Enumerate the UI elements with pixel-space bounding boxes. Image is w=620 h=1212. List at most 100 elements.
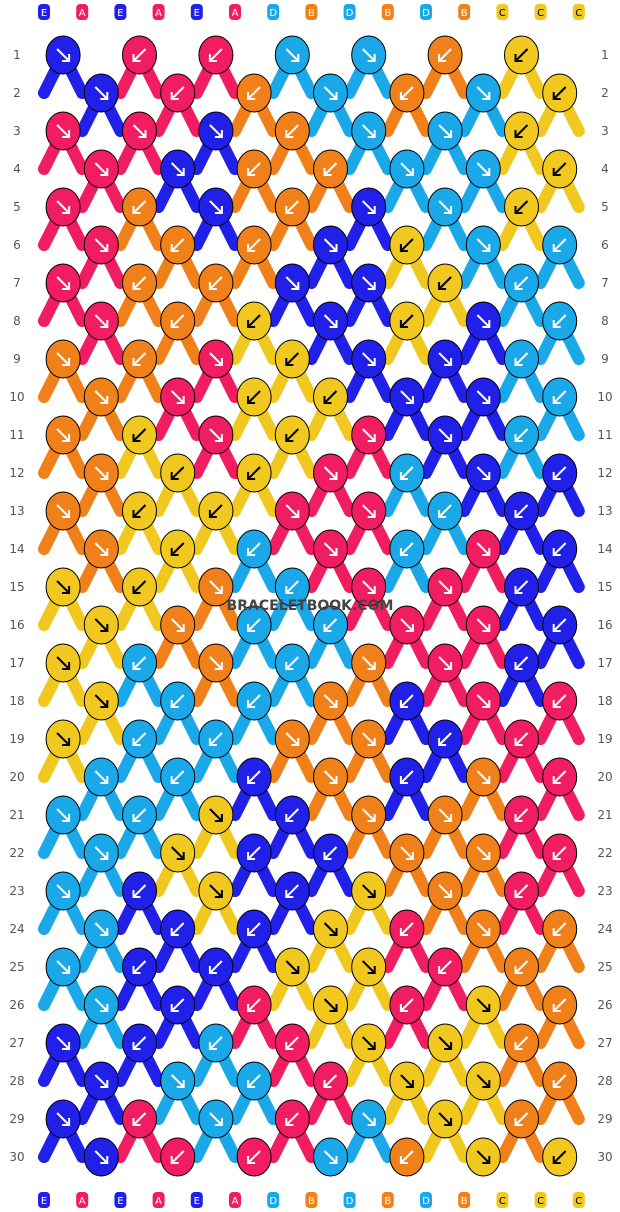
knot bbox=[83, 225, 119, 265]
bottom-strand-label-swatch bbox=[534, 1192, 547, 1208]
knot bbox=[122, 415, 157, 455]
top-strand-label: C bbox=[537, 8, 544, 19]
knot bbox=[542, 757, 578, 797]
knot bbox=[160, 985, 196, 1025]
knot bbox=[465, 909, 501, 949]
knot bbox=[198, 111, 234, 151]
row-label-right: 26 bbox=[597, 998, 612, 1012]
knot bbox=[198, 871, 234, 911]
knot bbox=[274, 263, 310, 303]
knot bbox=[83, 757, 119, 797]
knot bbox=[274, 643, 310, 683]
knot bbox=[427, 871, 463, 911]
knot bbox=[389, 225, 425, 265]
top-strand-label: A bbox=[79, 8, 86, 19]
knot bbox=[313, 73, 348, 113]
knot bbox=[351, 795, 387, 835]
row-label-right: 17 bbox=[597, 656, 612, 670]
bottom-strand-label-swatch bbox=[76, 1192, 89, 1208]
row-label-left: 26 bbox=[9, 998, 24, 1012]
top-strand-label: A bbox=[155, 8, 162, 19]
knot bbox=[83, 453, 119, 493]
knot bbox=[198, 339, 234, 379]
row-label-right: 16 bbox=[597, 618, 612, 632]
bottom-strand-label-swatch bbox=[114, 1192, 127, 1208]
knot bbox=[274, 719, 310, 759]
knot bbox=[504, 1099, 539, 1139]
row-label-right: 22 bbox=[597, 846, 612, 860]
knot bbox=[122, 187, 157, 227]
knot bbox=[389, 757, 425, 797]
knot-grid bbox=[45, 35, 578, 1177]
knot bbox=[83, 909, 119, 949]
knot bbox=[236, 1061, 272, 1101]
knot bbox=[274, 795, 310, 835]
knot bbox=[274, 947, 310, 987]
row-label-right: 8 bbox=[601, 314, 609, 328]
row-label-left: 27 bbox=[9, 1036, 24, 1050]
row-label-left: 9 bbox=[13, 352, 21, 366]
knot bbox=[122, 491, 157, 531]
knot bbox=[274, 187, 310, 227]
bottom-strand-label: D bbox=[346, 1196, 354, 1207]
row-label-right: 2 bbox=[601, 86, 609, 100]
knot bbox=[313, 225, 348, 265]
top-strand-label-swatch bbox=[267, 4, 280, 20]
row-label-left: 16 bbox=[9, 618, 24, 632]
top-strand-label-swatch bbox=[38, 4, 50, 20]
knot bbox=[427, 111, 463, 151]
knot bbox=[465, 985, 501, 1025]
bottom-strand-label: C bbox=[575, 1196, 582, 1207]
knot bbox=[236, 833, 272, 873]
knot bbox=[45, 187, 81, 227]
knot bbox=[542, 1061, 578, 1101]
knot bbox=[389, 377, 425, 417]
knot bbox=[389, 1061, 425, 1101]
knot bbox=[427, 567, 463, 607]
row-label-left: 1 bbox=[13, 48, 21, 62]
knot bbox=[313, 453, 348, 493]
knot bbox=[313, 301, 348, 341]
top-strand-label: B bbox=[384, 8, 391, 19]
top-strand-label: D bbox=[422, 8, 430, 19]
knot bbox=[274, 415, 310, 455]
top-strand-label-swatch bbox=[229, 4, 241, 20]
knot bbox=[198, 263, 234, 303]
row-label-left: 12 bbox=[9, 466, 24, 480]
knot bbox=[351, 643, 387, 683]
top-strand-label: B bbox=[308, 8, 315, 19]
knot bbox=[542, 833, 578, 873]
bottom-strand-label-swatch bbox=[229, 1192, 241, 1208]
row-label-right: 18 bbox=[597, 694, 612, 708]
knot bbox=[83, 1061, 119, 1101]
knot bbox=[389, 301, 425, 341]
knot bbox=[122, 111, 157, 151]
knot bbox=[160, 833, 196, 873]
knot bbox=[542, 605, 578, 645]
knot bbox=[83, 529, 119, 569]
knot bbox=[122, 871, 157, 911]
knot bbox=[465, 757, 501, 797]
row-label-left: 29 bbox=[9, 1112, 24, 1126]
bottom-strand-label: D bbox=[422, 1196, 430, 1207]
knot bbox=[122, 339, 157, 379]
row-label-left: 25 bbox=[9, 960, 24, 974]
knot bbox=[198, 567, 234, 607]
knot bbox=[274, 491, 310, 531]
knot bbox=[542, 377, 578, 417]
row-label-right: 29 bbox=[597, 1112, 612, 1126]
knot bbox=[236, 225, 272, 265]
knot bbox=[427, 35, 463, 75]
row-label-left: 4 bbox=[13, 162, 21, 176]
top-strand-label-swatch bbox=[76, 4, 89, 20]
row-label-left: 21 bbox=[9, 808, 24, 822]
row-label-left: 30 bbox=[9, 1150, 24, 1164]
knot bbox=[351, 339, 387, 379]
top-strand-label-swatch bbox=[572, 4, 585, 20]
row-label-right: 1 bbox=[601, 48, 609, 62]
top-strand-label: B bbox=[461, 8, 468, 19]
top-strand-label-swatch bbox=[458, 4, 471, 20]
knot bbox=[465, 73, 501, 113]
knot bbox=[160, 301, 196, 341]
